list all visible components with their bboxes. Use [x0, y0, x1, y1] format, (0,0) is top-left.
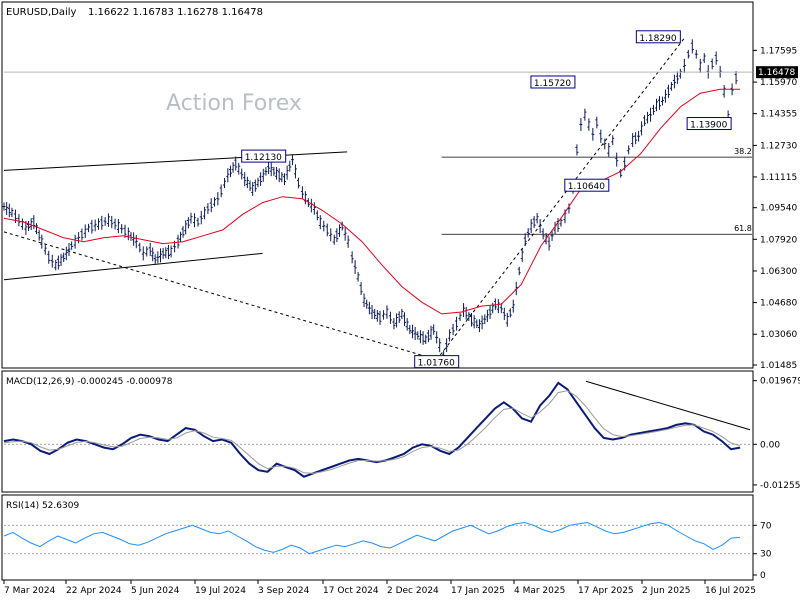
watermark: Action Forex	[166, 91, 302, 116]
fibonacci-levels: 38.2 61.8	[441, 147, 752, 235]
x-axis: 7 Mar 2024 22 Apr 2024 5 Jun 2024 19 Jul 20…	[3, 580, 756, 596]
x-tick-label: 2 Dec 2024	[387, 586, 439, 596]
x-tick-label: 17 Oct 2024	[323, 586, 379, 596]
rsi-lines: 70 30 0	[3, 521, 772, 581]
price-header-ohlc: 1.16622 1.16783 1.16278 1.16478	[88, 7, 263, 18]
x-tick-label: 19 Jul 2024	[195, 586, 246, 596]
x-tick-label: 4 Mar 2025	[514, 586, 565, 596]
price-label: 1.01760	[418, 359, 455, 369]
price-y-tick-label: 1.11115	[760, 173, 797, 183]
x-tick-label: 7 Mar 2024	[4, 586, 56, 596]
macd-panel	[1, 370, 754, 493]
price-y-tick-label: 1.14355	[760, 110, 797, 120]
macd-lines: 0.019679 0.00 -0.012552	[3, 377, 800, 491]
price-label: 1.18290	[639, 34, 676, 44]
dashed-rally-line	[436, 36, 686, 360]
fib-level-label: 38.2	[734, 147, 752, 156]
current-price-box	[756, 66, 798, 79]
price-label: 1.12130	[245, 153, 282, 163]
rsi-y-tick-label: 30	[760, 550, 772, 560]
macd-trend-line	[585, 380, 751, 431]
rsi-title: RSI(14) 52.6309	[6, 501, 79, 511]
price-bars	[2, 39, 738, 360]
rsi-line	[3, 521, 741, 555]
x-tick-label: 5 Jun 2024	[131, 586, 180, 596]
price-y-tick-label: 1.17595	[760, 46, 797, 56]
x-tick-label: 17 Apr 2025	[578, 586, 634, 596]
price-y-tick-label: 1.03060	[760, 330, 797, 340]
x-tick-label: 17 Jan 2025	[451, 586, 505, 596]
price-header-symbol: EURUSD,Daily	[6, 7, 77, 18]
resistance-trend-line	[3, 151, 348, 171]
moving-average-line	[3, 88, 741, 315]
current-price-label: 1.16478	[758, 68, 795, 78]
price-label: 1.15720	[534, 79, 571, 89]
x-tick-label: 2 Jun 2025	[642, 586, 690, 596]
price-y-tick-label: 1.06300	[760, 267, 797, 277]
price-label-box	[241, 149, 287, 163]
fib-level-label: 61.8	[734, 224, 752, 233]
macd-title: MACD(12,26,9) -0.000245 -0.000978	[6, 377, 173, 387]
price-label-box	[414, 355, 460, 369]
macd-signal-line	[3, 390, 741, 474]
macd-y-tick-label: 0.019679	[760, 377, 800, 387]
price-y-tick-label: 1.12730	[760, 141, 797, 151]
price-label-box	[686, 117, 732, 131]
price-label-box	[564, 178, 610, 192]
price-label-box	[530, 75, 576, 89]
price-label: 1.10640	[568, 182, 605, 192]
price-y-tick-label: 1.04680	[760, 299, 797, 309]
price-y-tick-label: 1.07920	[760, 235, 797, 245]
price-y-tick-label: 1.15970	[760, 78, 797, 88]
support-trend-line	[3, 252, 263, 281]
price-y-tick-label: 1.09540	[760, 204, 797, 214]
price-label-box	[635, 30, 681, 44]
x-tick-label: 16 Jul 2025	[705, 586, 756, 596]
x-tick-label: 3 Sep 2024	[258, 586, 310, 596]
trend-lines	[3, 36, 686, 361]
macd-y-tick-label: 0.00	[760, 440, 780, 450]
price-y-axis: 1.17595 1.15970 1.14355 1.12730 1.11115 1.095…	[753, 46, 797, 371]
current-price: 1.16478	[4, 66, 798, 79]
price-y-tick-label: 1.01485	[760, 361, 797, 371]
rsi-panel	[1, 494, 754, 581]
price-label: 1.13900	[690, 121, 727, 131]
rsi-y-tick-label: 70	[760, 521, 772, 531]
price-panel	[1, 1, 754, 369]
macd-y-tick-label: -0.012552	[760, 481, 800, 491]
x-tick-label: 22 Apr 2024	[66, 586, 122, 596]
moving-average	[3, 88, 741, 315]
rsi-y-tick-label: 0	[760, 571, 766, 581]
price-labels: 1.18290 1.15720 1.13900 1.12130 1.10640 1.017…	[241, 30, 732, 369]
